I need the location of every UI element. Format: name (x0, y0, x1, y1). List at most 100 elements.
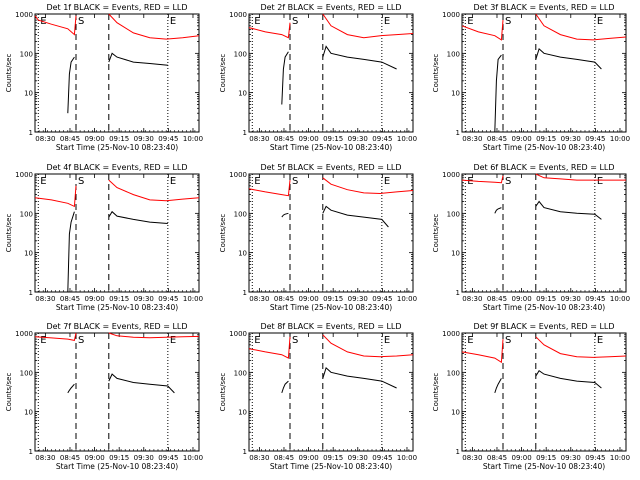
x-tick-label: 09:15 (536, 454, 556, 462)
panel-title: Det 9f BLACK = Events, RED = LLD (473, 322, 614, 331)
x-tick-label: 09:15 (323, 295, 343, 303)
panel-title: Det 1f BLACK = Events, RED = LLD (46, 3, 187, 12)
plot-frame (461, 332, 627, 452)
y-tick-label: 1000 (442, 11, 460, 19)
x-tick-label: 08:45 (274, 295, 294, 303)
y-tick-label: 100 (447, 369, 460, 377)
x-tick-label: 08:45 (274, 135, 294, 143)
x-tick-label: 09:30 (134, 295, 154, 303)
series-line-events (322, 367, 397, 389)
series-line-events (108, 52, 168, 66)
series-line-lld (322, 177, 414, 195)
panel-title: Det 5f BLACK = Events, RED = LLD (260, 163, 401, 172)
y-axis-label: Counts/sec (432, 214, 440, 253)
x-tick-label: 09:00 (84, 295, 104, 303)
x-tick-label: 09:30 (348, 454, 368, 462)
event-marker-label: E (467, 335, 473, 346)
y-axis-label: Counts/sec (5, 214, 13, 253)
event-marker-label: S (78, 16, 84, 27)
plot-frame (248, 173, 414, 293)
event-marker-label: E (384, 176, 390, 187)
x-tick-label: 10:00 (610, 135, 630, 143)
plot-frame (34, 13, 200, 133)
event-marker-label: S (292, 16, 298, 27)
series-line-lld (461, 175, 504, 184)
y-tick-label: 1 (29, 448, 33, 456)
event-marker-label: E (597, 176, 603, 187)
x-tick-label: 09:45 (585, 135, 605, 143)
plot-frame (461, 13, 627, 133)
x-tick-label: 08:30 (462, 135, 482, 143)
y-axis-label: Counts/sec (219, 214, 227, 253)
x-tick-label: 09:30 (348, 135, 368, 143)
event-marker-label: S (78, 335, 84, 346)
event-marker-label: E (597, 16, 603, 27)
series-line-events (281, 380, 289, 394)
x-tick-label: 09:00 (298, 454, 318, 462)
x-tick-label: 09:30 (561, 295, 581, 303)
y-tick-label: 100 (447, 210, 460, 218)
detector-panel-9: Det 9f BLACK = Events, RED = LLD 1 10 100 10… (432, 322, 630, 471)
panel-title: Det 4f BLACK = Events, RED = LLD (46, 163, 187, 172)
x-axis-label: Start Time (25-Nov-10 08:23:40) (483, 462, 605, 471)
series-line-events (535, 200, 602, 220)
event-marker-label: S (505, 176, 511, 187)
x-tick-label: 09:30 (348, 295, 368, 303)
series-line-events (322, 45, 397, 70)
detector-panel-1: Det 1f BLACK = Events, RED = LLD 1 10 100 10… (5, 3, 203, 152)
series-line-events (322, 205, 389, 228)
x-tick-label: 09:45 (158, 454, 178, 462)
y-tick-label: 100 (447, 50, 460, 58)
series-line-events (494, 54, 502, 133)
y-tick-label: 10 (238, 409, 247, 417)
x-axis-label: Start Time (25-Nov-10 08:23:40) (483, 143, 605, 152)
x-tick-label: 08:30 (35, 135, 55, 143)
series-line-lld (535, 13, 627, 41)
y-tick-label: 10 (451, 409, 460, 417)
event-marker-label: E (254, 335, 260, 346)
x-tick-label: 10:00 (397, 135, 417, 143)
event-marker-label: S (505, 335, 511, 346)
y-axis-label: Counts/sec (219, 373, 227, 412)
series-line-events (494, 378, 502, 394)
event-marker-label: E (467, 16, 473, 27)
x-tick-label: 09:00 (84, 135, 104, 143)
detector-panel-5: Det 5f BLACK = Events, RED = LLD 1 10 100 10… (219, 163, 417, 312)
series-line-lld (461, 339, 504, 364)
event-marker-label: E (597, 335, 603, 346)
y-tick-label: 10 (24, 90, 33, 98)
y-axis-label: Counts/sec (219, 54, 227, 93)
x-tick-label: 08:30 (35, 454, 55, 462)
event-marker-label: E (254, 16, 260, 27)
y-tick-label: 100 (20, 369, 33, 377)
y-tick-label: 1000 (15, 171, 33, 179)
x-axis-label: Start Time (25-Nov-10 08:23:40) (483, 303, 605, 312)
series-line-lld (248, 180, 291, 197)
x-tick-label: 10:00 (610, 295, 630, 303)
y-tick-label: 1 (243, 448, 247, 456)
y-axis-label: Counts/sec (432, 54, 440, 93)
detector-panel-3: Det 3f BLACK = Events, RED = LLD 1 10 100 10… (432, 3, 630, 152)
series-line-events (535, 369, 602, 389)
x-tick-label: 09:00 (511, 454, 531, 462)
series-line-events (281, 51, 289, 105)
x-tick-label: 08:45 (487, 454, 507, 462)
event-marker-label: E (170, 335, 176, 346)
event-marker-label: E (170, 176, 176, 187)
x-tick-label: 08:30 (462, 295, 482, 303)
x-tick-label: 08:45 (60, 295, 80, 303)
x-axis-label: Start Time (25-Nov-10 08:23:40) (270, 303, 392, 312)
x-tick-label: 10:00 (397, 454, 417, 462)
event-marker-label: S (292, 335, 298, 346)
x-tick-label: 08:30 (249, 454, 269, 462)
series-line-events (281, 212, 289, 218)
series-line-lld (34, 332, 77, 341)
x-tick-label: 09:00 (511, 135, 531, 143)
x-tick-label: 10:00 (397, 295, 417, 303)
plot-frame (248, 13, 414, 133)
x-tick-label: 08:30 (249, 295, 269, 303)
detector-panel-4: Det 4f BLACK = Events, RED = LLD 1 10 100 10… (5, 163, 203, 312)
y-tick-label: 1000 (229, 11, 247, 19)
series-line-lld (322, 13, 414, 39)
event-marker-label: S (78, 176, 84, 187)
